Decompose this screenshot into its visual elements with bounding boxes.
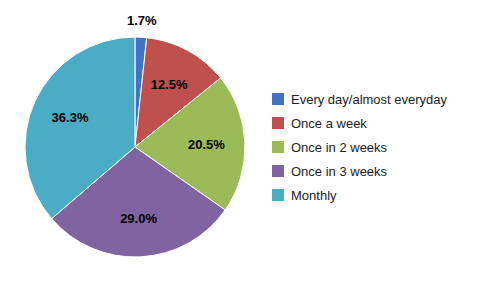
legend-swatch xyxy=(272,189,284,201)
chart: 1.7% 12.5% 20.5% 29.0% 36.3% Every day/almost… xyxy=(0,0,500,285)
legend-label: Once a week xyxy=(291,116,367,131)
data-label: 1.7% xyxy=(127,13,157,28)
legend-swatch xyxy=(272,165,284,177)
data-labels: 1.7% 12.5% 20.5% 29.0% 36.3% xyxy=(52,13,226,226)
legend-label: Once in 3 weeks xyxy=(291,164,388,179)
legend-label: Every day/almost everyday xyxy=(291,92,448,107)
pie xyxy=(25,37,245,257)
data-label: 20.5% xyxy=(188,137,225,152)
data-label: 12.5% xyxy=(151,77,188,92)
legend-swatch xyxy=(272,93,284,105)
legend-label: Once in 2 weeks xyxy=(291,140,388,155)
legend-label: Monthly xyxy=(291,188,337,203)
legend: Every day/almost everyday Once a week Once… xyxy=(272,92,448,203)
pie-slice xyxy=(25,37,135,219)
data-label: 36.3% xyxy=(52,110,89,125)
data-label: 29.0% xyxy=(120,211,157,226)
legend-swatch xyxy=(272,117,284,129)
legend-swatch xyxy=(272,141,284,153)
